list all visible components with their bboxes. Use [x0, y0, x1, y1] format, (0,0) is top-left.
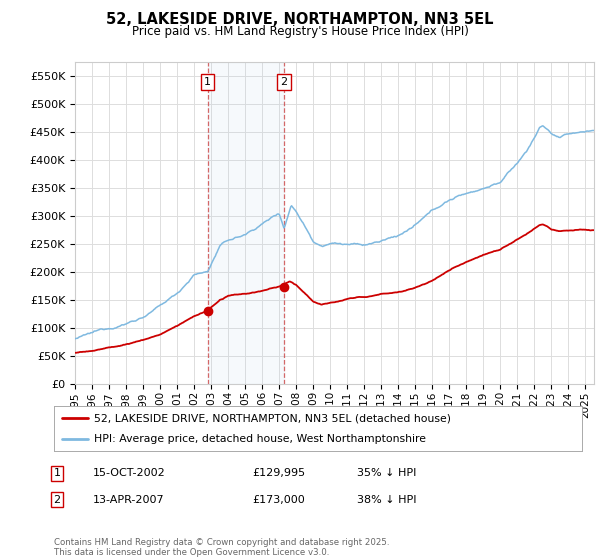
Text: 2: 2 — [281, 77, 287, 87]
Text: 35% ↓ HPI: 35% ↓ HPI — [357, 468, 416, 478]
Text: Contains HM Land Registry data © Crown copyright and database right 2025.
This d: Contains HM Land Registry data © Crown c… — [54, 538, 389, 557]
Text: HPI: Average price, detached house, West Northamptonshire: HPI: Average price, detached house, West… — [94, 433, 425, 444]
Text: £129,995: £129,995 — [252, 468, 305, 478]
Text: 52, LAKESIDE DRIVE, NORTHAMPTON, NN3 5EL: 52, LAKESIDE DRIVE, NORTHAMPTON, NN3 5EL — [106, 12, 494, 27]
Text: 2: 2 — [53, 494, 61, 505]
Text: 13-APR-2007: 13-APR-2007 — [93, 494, 164, 505]
Text: 15-OCT-2002: 15-OCT-2002 — [93, 468, 166, 478]
Text: £173,000: £173,000 — [252, 494, 305, 505]
Bar — [208, 62, 284, 384]
Text: 1: 1 — [204, 77, 211, 87]
Text: 1: 1 — [53, 468, 61, 478]
Text: 38% ↓ HPI: 38% ↓ HPI — [357, 494, 416, 505]
Text: 52, LAKESIDE DRIVE, NORTHAMPTON, NN3 5EL (detached house): 52, LAKESIDE DRIVE, NORTHAMPTON, NN3 5EL… — [94, 413, 451, 423]
Text: Price paid vs. HM Land Registry's House Price Index (HPI): Price paid vs. HM Land Registry's House … — [131, 25, 469, 38]
